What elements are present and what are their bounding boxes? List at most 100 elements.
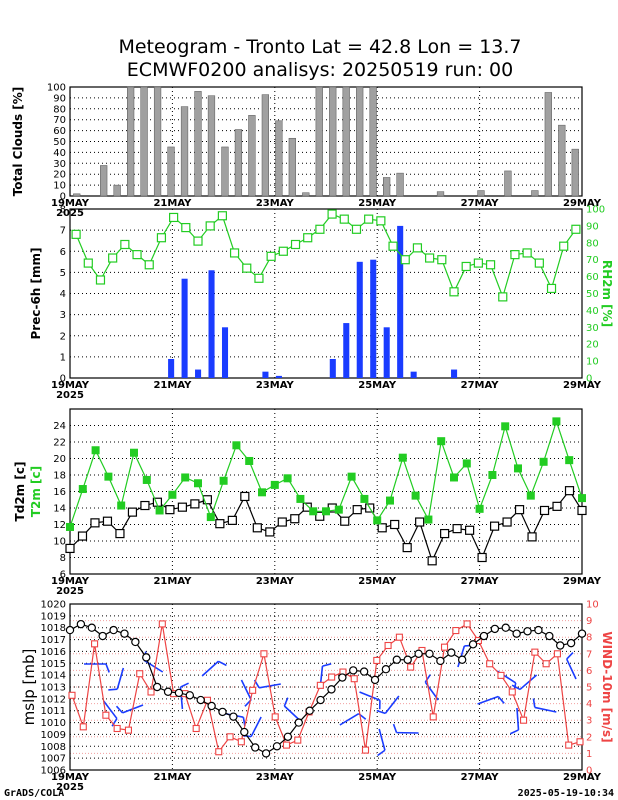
y2-tick-label: 70 — [586, 255, 599, 266]
y2-tick-label: 3 — [586, 716, 592, 727]
wind-barb-feather — [376, 709, 386, 715]
mslp-marker — [120, 629, 129, 638]
x-tick-label: 21MAY — [153, 772, 192, 783]
mslp-marker — [174, 688, 184, 698]
mslp-marker — [240, 727, 249, 737]
precip-bar — [383, 327, 390, 378]
rh-marker — [132, 250, 142, 260]
x-tick-label: 25MAY — [358, 198, 397, 209]
y-tick-label: 1017 — [41, 635, 66, 646]
wind-barb — [519, 674, 538, 691]
wind-barb — [359, 691, 381, 701]
x-tick-label: 21MAY — [153, 576, 192, 587]
mslp-marker — [534, 625, 543, 635]
rh-marker — [364, 214, 374, 224]
y2-tick-label: 10 — [586, 357, 599, 368]
y-tick-label: 30 — [53, 159, 66, 170]
rh-marker — [339, 214, 349, 224]
mslp-marker — [261, 749, 271, 758]
x-tick-label: 27MAY — [461, 380, 500, 391]
td2m-marker — [377, 523, 387, 533]
y2-tick-label: 0 — [586, 766, 592, 777]
plot-frame — [69, 86, 583, 197]
cloud-bar — [73, 193, 81, 197]
y-tick-label: 5 — [60, 268, 66, 279]
mslp-marker — [327, 685, 336, 694]
td2m-marker — [477, 552, 487, 563]
wind-marker — [565, 741, 573, 749]
t2m-marker — [386, 496, 394, 505]
rh-marker — [156, 233, 167, 243]
cloud-bar — [234, 129, 243, 197]
cloud-bar — [436, 191, 445, 197]
td2m-marker — [465, 525, 475, 535]
t2m-marker — [117, 501, 126, 510]
x-tick-label: 29MAY — [563, 576, 602, 587]
x-tick-label: 19MAY — [51, 772, 90, 783]
y-tick-label: 1018 — [41, 623, 66, 634]
mslp-marker — [457, 655, 467, 664]
wind-barb — [201, 660, 219, 677]
rh-marker — [571, 224, 581, 234]
cloud-bar — [571, 148, 579, 197]
td2m-marker — [227, 515, 237, 525]
y2-tick-label: 9 — [586, 616, 592, 627]
t2m-marker — [373, 516, 382, 525]
mslp-marker — [414, 649, 423, 659]
y-tick-label: 1013 — [41, 683, 66, 694]
mslp-marker — [196, 695, 205, 705]
cloud-bar — [315, 86, 323, 197]
mslp-marker — [87, 623, 96, 632]
precip-bar — [181, 278, 188, 378]
cloud-bar — [329, 86, 337, 197]
td2m-marker — [90, 518, 100, 528]
mslp-marker — [229, 712, 238, 721]
td2m-marker — [302, 502, 312, 512]
cloud-bar — [207, 95, 216, 197]
wind-marker — [68, 691, 76, 699]
precip-bar — [370, 259, 377, 378]
wind-marker — [350, 675, 358, 683]
y-tick-label: 14 — [53, 504, 66, 515]
rh-marker — [473, 258, 483, 268]
wind-marker — [440, 643, 449, 651]
td2m-marker — [140, 500, 150, 511]
y-tick-label: 22 — [53, 438, 66, 449]
t2m-marker — [66, 522, 74, 531]
y-tick-label: 20 — [53, 170, 66, 181]
td2m-marker — [252, 523, 262, 533]
td2m-marker — [527, 532, 537, 542]
x-year-label: 2025 — [56, 782, 84, 793]
precip-bar — [356, 261, 363, 378]
y-tick-label: 1006 — [41, 766, 66, 777]
wind-barb — [250, 716, 262, 737]
wind-marker — [576, 738, 584, 746]
y2-tick-label: 10 — [586, 600, 599, 611]
rh-marker — [95, 275, 106, 285]
td2m-marker — [340, 516, 350, 526]
y2-tick-label: 90 — [586, 221, 599, 232]
precip-bar — [451, 369, 458, 378]
rh-marker — [83, 258, 93, 268]
td2m-marker — [352, 505, 362, 515]
t2m-marker — [91, 446, 100, 455]
x-tick-label: 21MAY — [153, 380, 192, 391]
t2m-marker — [322, 507, 330, 516]
y-tick-label: 3 — [60, 310, 66, 321]
y-tick-label: 12 — [53, 520, 66, 531]
wind-marker — [328, 673, 336, 681]
td2m-marker — [427, 556, 437, 566]
wind-barb — [240, 679, 252, 701]
cloud-bar — [504, 170, 512, 197]
mslp-marker — [523, 627, 532, 636]
wind-marker — [192, 724, 200, 733]
t2m-marker — [347, 472, 356, 481]
wind-barb-feather — [497, 695, 505, 704]
cloud-bar — [194, 91, 202, 197]
mslp-marker — [250, 743, 260, 752]
t2m-marker — [398, 453, 407, 462]
mslp-marker — [185, 691, 195, 700]
y-axis-label-t2m: T2m [c] — [29, 466, 43, 517]
mslp-marker — [65, 625, 75, 635]
y2-tick-label: 6 — [586, 666, 592, 677]
